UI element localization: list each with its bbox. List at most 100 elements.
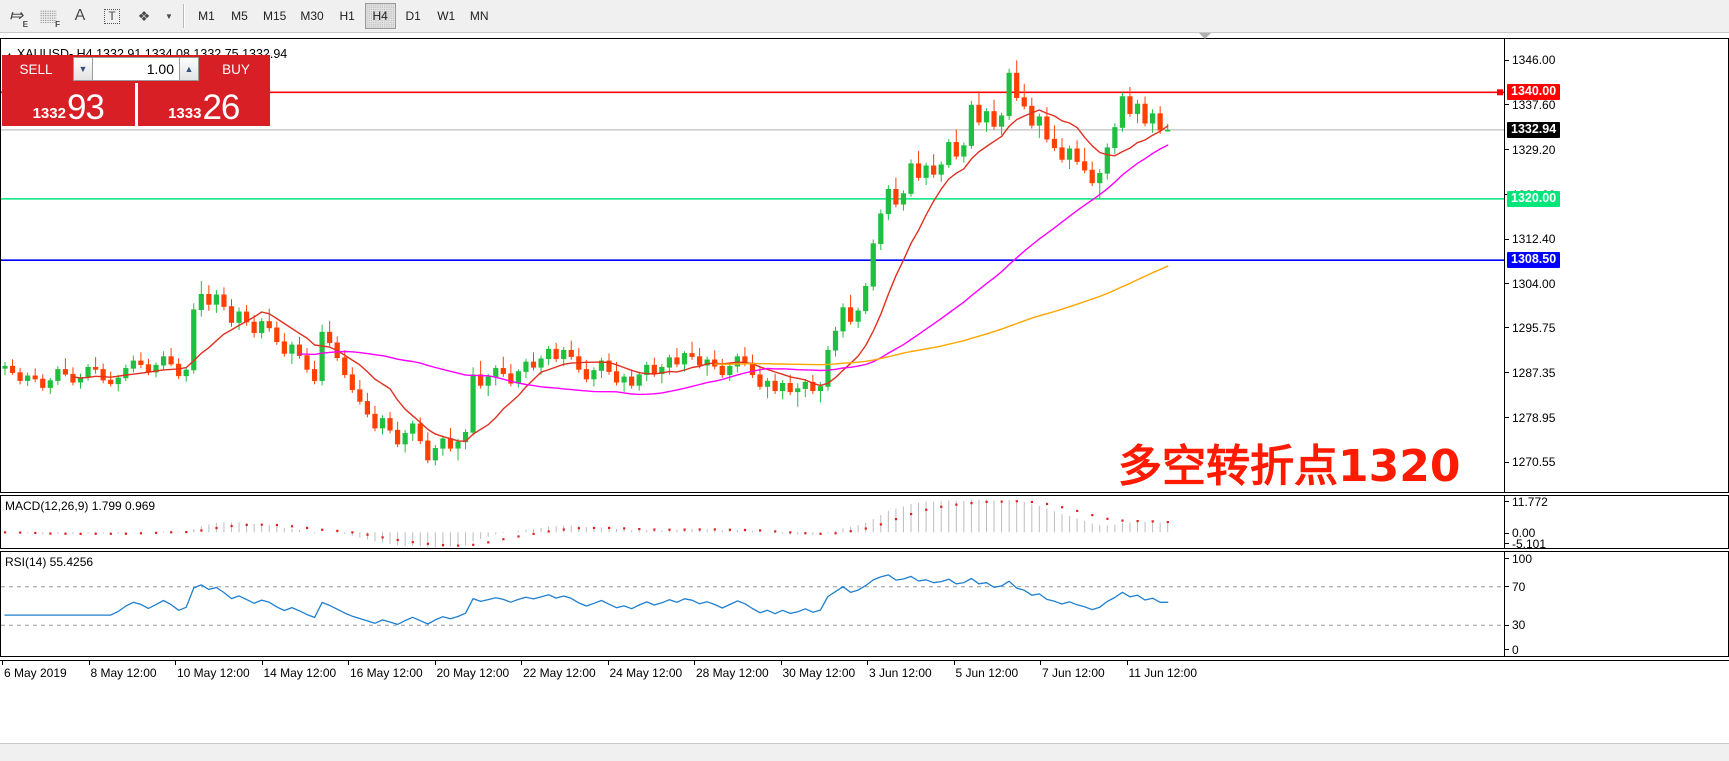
time-axis-label: 11 Jun 12:00: [1128, 666, 1198, 680]
resistance-1340-tag[interactable]: 1340.00: [1507, 84, 1561, 101]
time-axis-label: 22 May 12:00: [523, 666, 596, 680]
time-tick: [1040, 661, 1041, 665]
chart-scroll-handle[interactable]: [1199, 33, 1211, 39]
time-axis-label: 6 May 2019: [4, 666, 67, 680]
macd-tick: 11.772: [1505, 494, 1548, 509]
rsi-label: RSI(14) 55.4256: [5, 555, 94, 569]
bid-price-integer: 1332: [32, 105, 66, 122]
price-tick: 1295.75: [1505, 320, 1555, 335]
time-tick: [261, 661, 263, 665]
rsi-pane[interactable]: RSI(14) 55.4256 100 70 30 0: [0, 551, 1729, 657]
timeframe-mn[interactable]: MN: [469, 9, 489, 23]
rsi-tick: 30: [1505, 617, 1525, 632]
time-axis-label: 24 May 12:00: [609, 666, 683, 680]
chart-toolbar: ⤇ E F A T ❖ ▼ M1 M5 M15 M30 H1 H4 D1 W1 M…: [0, 0, 1729, 33]
time-axis-label: 7 Jun 12:00: [1042, 666, 1105, 680]
time-axis[interactable]: 6 May 2019 8 May 12:00 10 May 12:00 14 May …: [0, 660, 1729, 690]
time-axis-label: 20 May 12:00: [436, 666, 510, 680]
rsi-svg: [1, 574, 1504, 626]
buy-button[interactable]: BUY: [202, 55, 270, 83]
time-axis-label: 28 May 12:00: [696, 666, 769, 680]
time-tick: [348, 661, 349, 665]
time-tick: [1126, 661, 1128, 665]
time-tick: [2, 661, 3, 665]
timeframe-w1[interactable]: W1: [437, 9, 456, 23]
ask-price-decimal: 26: [202, 88, 240, 127]
volume-input[interactable]: 1.00: [93, 57, 179, 81]
one-click-trading-panel[interactable]: SELL ▼ 1.00 ▲ BUY 1332 93 1333 26: [2, 55, 270, 126]
time-axis-label: 8 May 12:00: [90, 666, 157, 680]
time-axis-label: 30 May 12:00: [782, 666, 856, 680]
price-tick: 1312.40: [1505, 231, 1555, 246]
timeframe-m5[interactable]: M5: [231, 9, 248, 23]
sell-button[interactable]: SELL: [2, 55, 70, 83]
bid-price-decimal: 93: [66, 88, 105, 127]
price-plot: [1, 39, 1504, 492]
rsi-scale: 100 70 30 0: [1504, 551, 1728, 657]
timeframe-m30[interactable]: M30: [300, 9, 324, 23]
price-tick: 1304.00: [1505, 276, 1555, 291]
ask-price-cell[interactable]: 1333 26: [134, 83, 270, 127]
volume-stepper[interactable]: ▼ 1.00 ▲: [70, 55, 202, 83]
time-tick: [175, 661, 176, 665]
time-axis-label: 16 May 12:00: [350, 666, 423, 680]
macd-tick: 0.00: [1505, 525, 1535, 540]
chart-area: ▲XAUUSD-,H4 1332.91 1334.08 1332.75 1332…: [0, 33, 1729, 761]
volume-decrement-button[interactable]: ▼: [73, 57, 93, 81]
rsi-tick: 0: [1505, 642, 1519, 657]
time-axis-label: 3 Jun 12:00: [869, 666, 932, 680]
price-tick: 1346.00: [1505, 52, 1555, 67]
time-tick: [607, 661, 609, 665]
macd-plot: [1, 496, 1504, 548]
time-tick: [88, 661, 90, 665]
indicators-icon[interactable]: ⤇ E: [8, 6, 28, 29]
price-tick: 1287.35: [1505, 365, 1555, 380]
time-tick: [521, 661, 522, 665]
arrows-dropdown-icon[interactable]: ▼: [165, 11, 173, 21]
chart-annotation-text[interactable]: 多空转折点1320: [1118, 441, 1461, 492]
toolbar-divider: [183, 4, 185, 28]
bid-price-cell[interactable]: 1332 93: [2, 83, 135, 126]
price-pane[interactable]: ▲XAUUSD-,H4 1332.91 1334.08 1332.75 1332…: [0, 38, 1729, 493]
arrows-icon[interactable]: ❖: [137, 7, 151, 24]
price-tick: 1337.60: [1505, 97, 1555, 112]
volume-increment-button[interactable]: ▲: [179, 57, 199, 81]
text-label-icon[interactable]: A: [74, 7, 86, 24]
time-tick: [694, 661, 695, 665]
price-scale[interactable]: 1346.001337.601329.201320.801312.401304.…: [1504, 39, 1728, 492]
support-1308-tag[interactable]: 1308.50: [1507, 252, 1561, 269]
time-tick: [780, 661, 782, 665]
macd-svg: [4, 499, 1169, 548]
macd-label: MACD(12,26,9) 1.799 0.969: [5, 499, 156, 513]
time-axis-label: 10 May 12:00: [177, 666, 250, 680]
rsi-plot: [1, 552, 1504, 656]
timeframe-m15[interactable]: M15: [263, 9, 287, 23]
timeframe-d1[interactable]: D1: [405, 9, 421, 23]
text-object-icon[interactable]: T: [97, 2, 127, 30]
price-tick: 1278.95: [1505, 410, 1555, 424]
crosshair-grid-icon[interactable]: F: [33, 2, 63, 30]
rsi-tick: 100: [1505, 551, 1532, 566]
time-axis-label: 5 Jun 12:00: [955, 666, 1019, 680]
time-axis-label: 14 May 12:00: [263, 666, 337, 680]
price-tick: 1270.55: [1505, 454, 1555, 469]
timeframe-h4[interactable]: H4: [364, 3, 396, 29]
time-tick: [953, 661, 955, 665]
timeframe-m1[interactable]: M1: [198, 9, 215, 23]
macd-tick: -5.101: [1505, 536, 1546, 551]
status-bar: [0, 743, 1729, 761]
trade-panel-prices: 1332 93 1333 26: [2, 83, 270, 126]
ask-price-integer: 1333: [168, 105, 202, 122]
trade-panel-top-row: SELL ▼ 1.00 ▲ BUY: [2, 55, 270, 83]
support-1320-tag[interactable]: 1320.00: [1507, 190, 1561, 207]
rsi-tick: 70: [1505, 579, 1525, 594]
time-tick: [434, 661, 436, 665]
candlestick-svg: [1, 60, 1504, 466]
price-tick: 1329.20: [1505, 142, 1555, 157]
time-tick: [867, 661, 868, 665]
macd-scale: 11.772 0.00 -5.101: [1504, 494, 1728, 551]
macd-pane[interactable]: MACD(12,26,9) 1.799 0.969 11.772 0.00 -5.1…: [0, 494, 1729, 551]
last-price-tag[interactable]: 1332.94: [1507, 121, 1561, 138]
timeframe-h1[interactable]: H1: [339, 9, 355, 23]
